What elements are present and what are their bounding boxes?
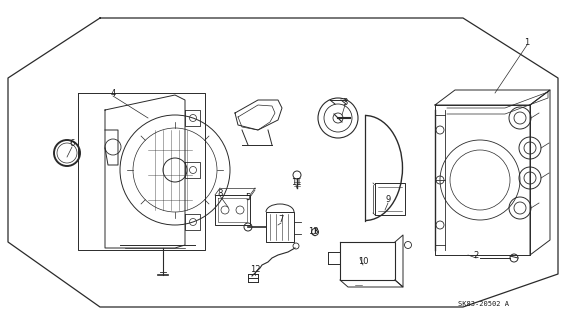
Text: 11: 11 bbox=[291, 178, 301, 187]
Text: 1: 1 bbox=[525, 37, 530, 46]
Circle shape bbox=[293, 171, 301, 179]
Text: 2: 2 bbox=[473, 251, 479, 260]
Text: 3: 3 bbox=[343, 98, 348, 107]
Text: 6: 6 bbox=[69, 139, 75, 148]
Text: 13: 13 bbox=[308, 227, 318, 236]
Text: 8: 8 bbox=[217, 188, 222, 197]
Text: 7: 7 bbox=[278, 215, 284, 225]
Text: 5: 5 bbox=[245, 193, 250, 202]
Text: 4: 4 bbox=[110, 89, 116, 98]
Text: 12: 12 bbox=[250, 265, 260, 274]
Text: 9: 9 bbox=[385, 196, 391, 204]
Text: SK83-20502 A: SK83-20502 A bbox=[458, 301, 509, 307]
Text: 10: 10 bbox=[358, 258, 368, 267]
